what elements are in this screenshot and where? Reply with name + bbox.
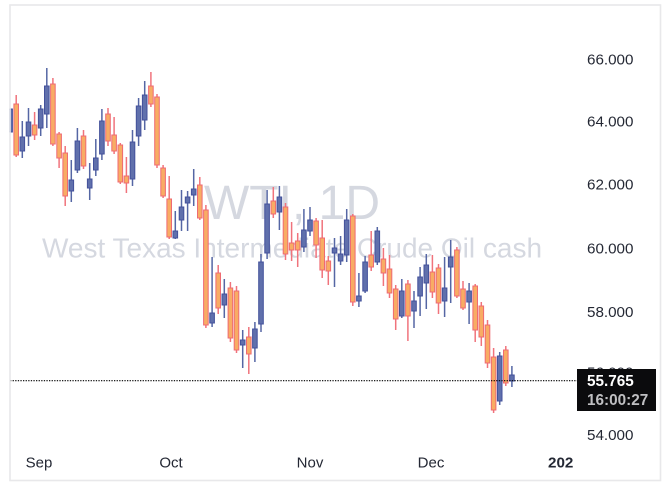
svg-text:54.000: 54.000 — [587, 427, 633, 444]
svg-text:66.000: 66.000 — [587, 52, 633, 69]
svg-text:Oct: Oct — [159, 455, 183, 472]
svg-text:62.000: 62.000 — [587, 177, 633, 194]
svg-text:55.765: 55.765 — [587, 373, 634, 390]
svg-text:Dec: Dec — [418, 455, 445, 472]
svg-text:Sep: Sep — [26, 455, 53, 472]
svg-text:64.000: 64.000 — [587, 114, 633, 131]
svg-text:202: 202 — [548, 455, 573, 472]
svg-text:16:00:27: 16:00:27 — [587, 392, 648, 409]
svg-text:60.000: 60.000 — [587, 241, 633, 258]
svg-text:Nov: Nov — [297, 455, 324, 472]
svg-text:58.000: 58.000 — [587, 304, 633, 321]
